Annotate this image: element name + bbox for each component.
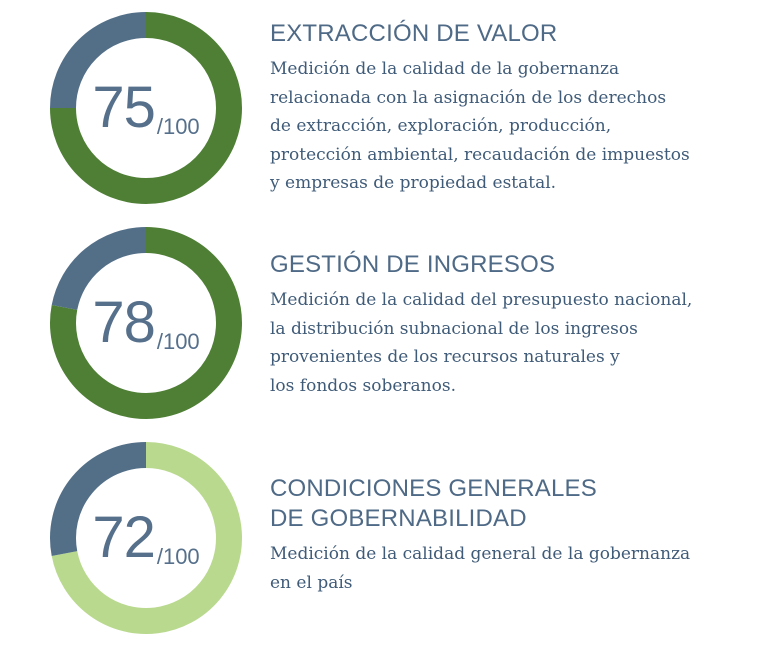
indicator-title: CONDICIONES GENERALES DE GOBERNABILIDAD [270, 475, 597, 532]
indicator-title: GESTIÓN DE INGRESOS [270, 251, 556, 278]
score-segment [50, 12, 242, 204]
score-value: 78 [92, 290, 156, 355]
indicator-text: EXTRACCIÓN DE VALOR Medición de la calid… [270, 19, 750, 198]
score-segment [51, 442, 242, 634]
indicator-title: EXTRACCIÓN DE VALOR [270, 20, 558, 47]
indicator-text: CONDICIONES GENERALES DE GOBERNABILIDAD … [270, 474, 750, 597]
score-donut: 72 /100 [48, 440, 244, 636]
score-value: 75 [92, 75, 156, 140]
score-max: /100 [156, 329, 200, 354]
indicator-text: GESTIÓN DE INGRESOS Medición de la calid… [270, 250, 750, 400]
score-donut: 75 /100 [48, 10, 244, 206]
remainder-segment [50, 442, 147, 556]
score-value: 72 [92, 505, 156, 570]
score-max: /100 [156, 114, 200, 139]
remainder-segment [51, 227, 147, 311]
score-label: 75 /100 [48, 10, 244, 206]
score-label: 78 /100 [48, 225, 244, 421]
score-segment [50, 227, 242, 419]
score-max: /100 [156, 544, 200, 569]
remainder-segment [50, 12, 147, 109]
donut-chart-gobernabilidad [50, 442, 242, 634]
indicator-description: Medición de la calidad de la gobernanza … [270, 59, 690, 193]
donut-chart-gestion [50, 227, 242, 419]
indicator-description: Medición de la calidad del presupuesto n… [270, 290, 693, 396]
score-donut: 78 /100 [48, 225, 244, 421]
indicator-description: Medición de la calidad general de la gob… [270, 544, 691, 593]
donut-chart-extraccion [50, 12, 242, 204]
score-label: 72 /100 [48, 440, 244, 636]
